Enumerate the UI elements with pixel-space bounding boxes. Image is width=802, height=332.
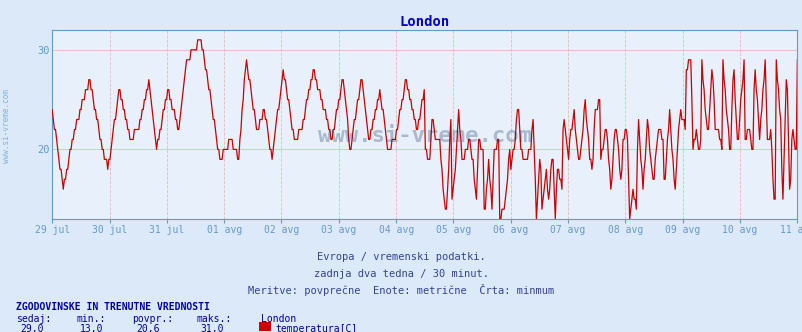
Text: temperatura[C]: temperatura[C] — [275, 324, 357, 332]
Text: www.si-vreme.com: www.si-vreme.com — [318, 126, 531, 146]
Text: London: London — [261, 314, 296, 324]
Text: 20,6: 20,6 — [136, 324, 160, 332]
Text: ZGODOVINSKE IN TRENUTNE VREDNOSTI: ZGODOVINSKE IN TRENUTNE VREDNOSTI — [16, 302, 209, 312]
Text: 29,0: 29,0 — [20, 324, 43, 332]
Text: min.:: min.: — [76, 314, 106, 324]
Text: povpr.:: povpr.: — [132, 314, 173, 324]
Text: zadnja dva tedna / 30 minut.: zadnja dva tedna / 30 minut. — [314, 269, 488, 279]
Text: Meritve: povprečne  Enote: metrične  Črta: minmum: Meritve: povprečne Enote: metrične Črta:… — [248, 285, 554, 296]
Text: sedaj:: sedaj: — [16, 314, 51, 324]
Text: 13,0: 13,0 — [80, 324, 103, 332]
Text: maks.:: maks.: — [196, 314, 232, 324]
Title: London: London — [399, 15, 449, 29]
Text: www.si-vreme.com: www.si-vreme.com — [2, 89, 11, 163]
Text: Evropa / vremenski podatki.: Evropa / vremenski podatki. — [317, 252, 485, 262]
Text: 31,0: 31,0 — [200, 324, 224, 332]
